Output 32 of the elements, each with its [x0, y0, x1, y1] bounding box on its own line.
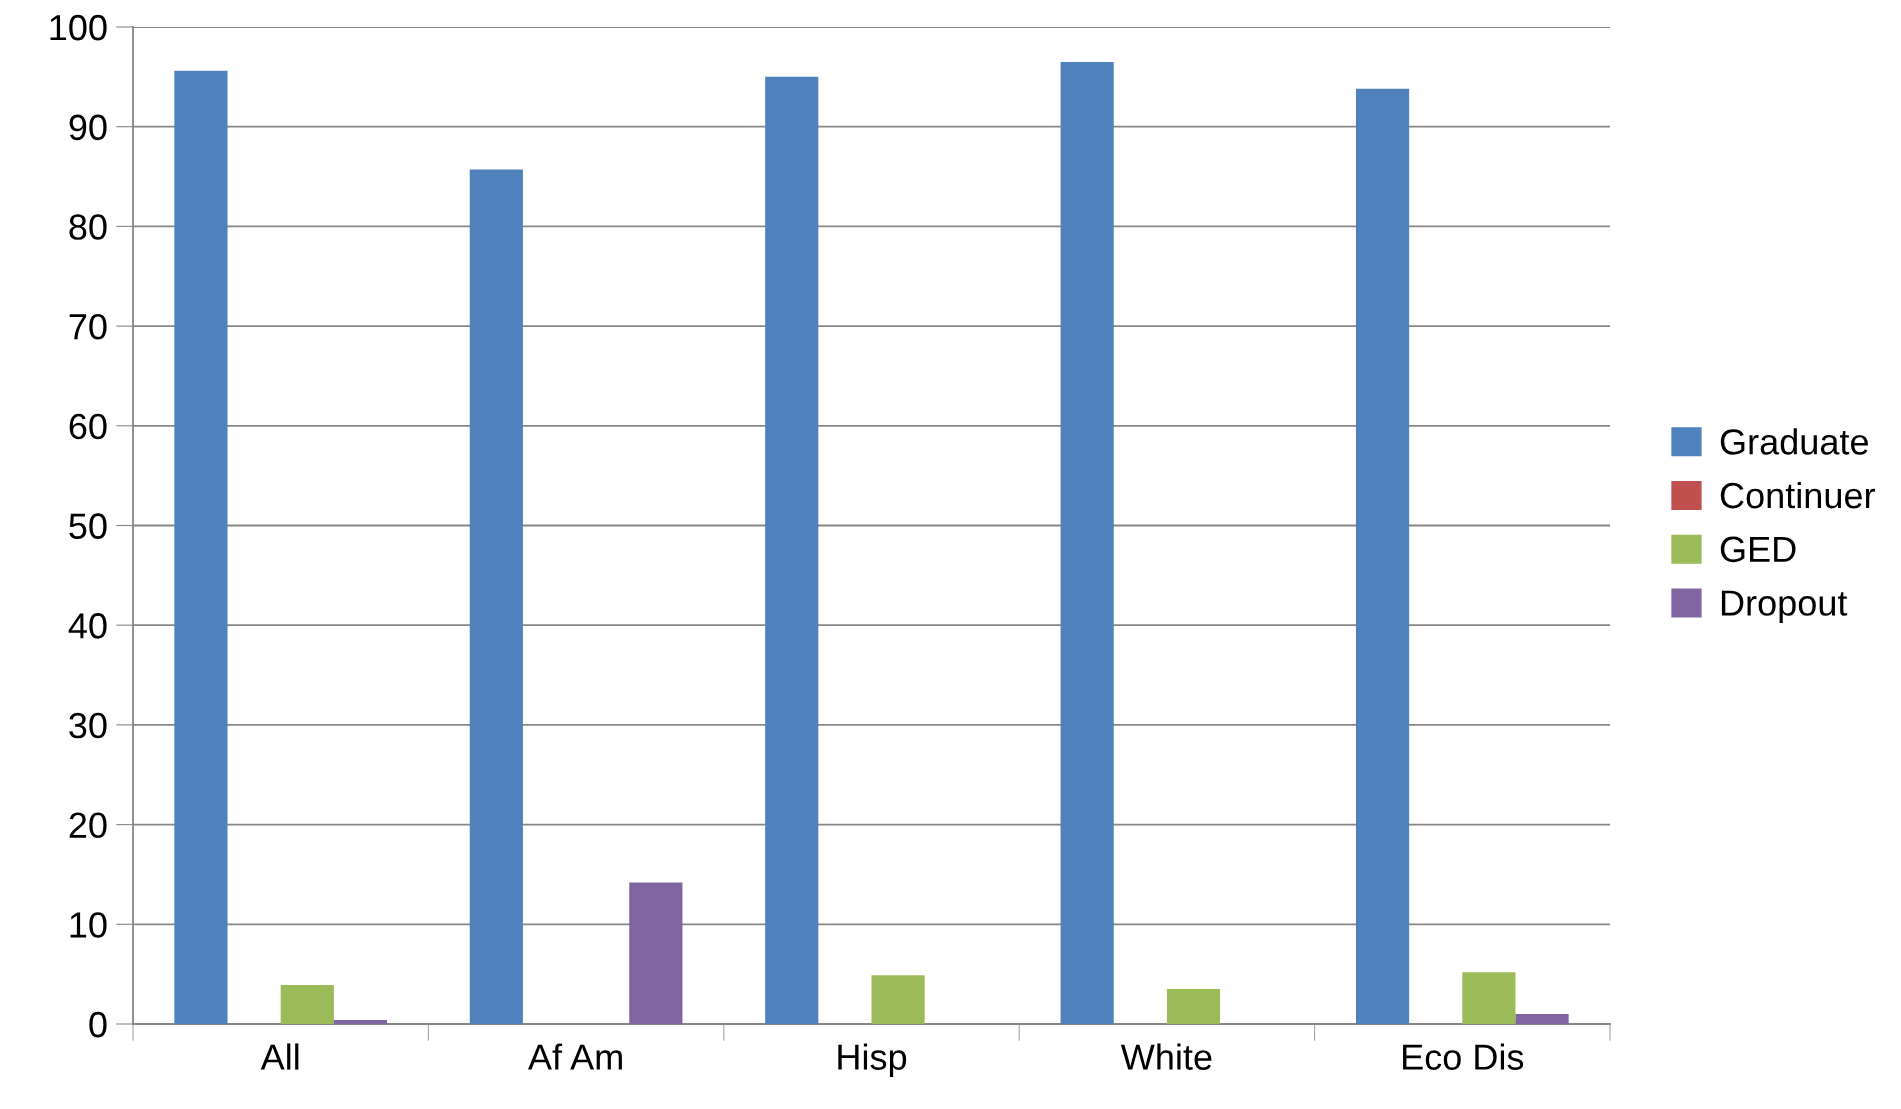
- bar: [1462, 972, 1516, 1024]
- legend-label: Dropout: [1721, 590, 1848, 623]
- x-tick-label: All: [260, 1043, 299, 1070]
- y-tick-label: 70: [69, 313, 107, 340]
- y-tick-label: 0: [89, 1011, 107, 1038]
- bar: [174, 70, 228, 1024]
- x-tick-label: White: [1120, 1043, 1212, 1070]
- x-tick-label: Af Am: [528, 1043, 622, 1070]
- bar: [871, 975, 925, 1024]
- x-tick-label: Hisp: [838, 1043, 907, 1078]
- y-tick-label: 80: [69, 214, 107, 240]
- bar: [1166, 989, 1221, 1024]
- bar: [333, 1020, 388, 1024]
- legend-label: Continuer: [1720, 481, 1875, 509]
- bar: [280, 985, 334, 1024]
- y-tick-label: 60: [69, 413, 107, 440]
- bar: [629, 882, 683, 1024]
- legend-label: Graduate: [1720, 428, 1868, 455]
- bar: [765, 76, 819, 1024]
- x-tick-label: Eco Dis: [1403, 1043, 1524, 1070]
- y-tick-label: 30: [69, 712, 107, 739]
- bar: [1060, 61, 1114, 1024]
- bar: [469, 169, 523, 1024]
- y-tick-label: 90: [69, 114, 107, 141]
- y-tick-label: 10: [70, 912, 107, 938]
- bar: [1515, 1014, 1569, 1024]
- bar: [1355, 88, 1410, 1024]
- y-tick-label: 20: [69, 812, 107, 839]
- y-tick-label: 100: [50, 14, 107, 41]
- legend-label: GED: [1720, 536, 1796, 563]
- y-tick-label: 40: [68, 613, 107, 639]
- y-tick-label: 50: [69, 513, 107, 539]
